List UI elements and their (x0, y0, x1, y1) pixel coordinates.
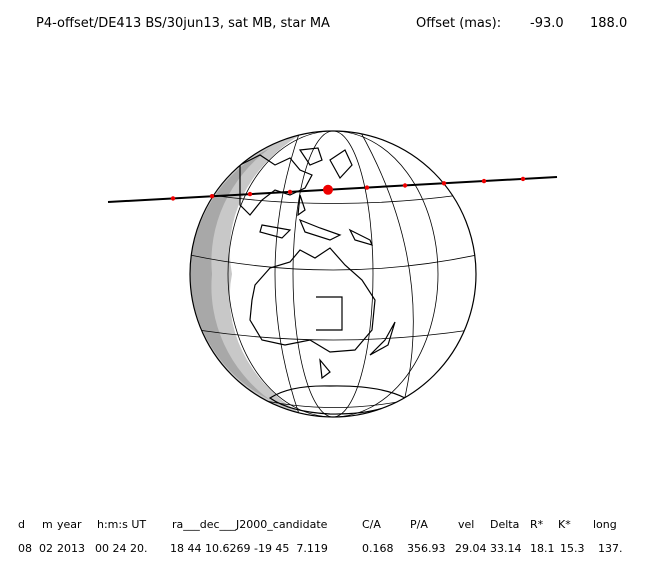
column-header: K* (558, 518, 571, 531)
globe-disk (190, 131, 476, 417)
column-header: vel (458, 518, 474, 531)
cell: 29.04 (455, 542, 487, 555)
column-header: d (18, 518, 25, 531)
cell: 0.168 (362, 542, 394, 555)
path-points (170, 176, 526, 201)
deep-shade (190, 148, 270, 400)
globe-outline (189, 130, 477, 418)
column-header: R* (530, 518, 544, 531)
column-header: P/A (410, 518, 428, 531)
map-title: P4-offset/DE413 BS/30jun13, sat MB, star… (36, 16, 330, 31)
offset-ra: -93.0 (530, 16, 564, 31)
cell: 08 (18, 542, 32, 555)
column-header: Delta (490, 518, 519, 531)
column-header: m (42, 518, 53, 531)
column-header: year (57, 518, 82, 531)
offset-label: Offset (mas): (416, 16, 501, 31)
closest-approach (323, 184, 333, 195)
column-header: ra___dec___J2000_candidate (172, 518, 328, 531)
cell: 137. (598, 542, 623, 555)
occultation-path (107, 176, 558, 203)
cell: 15.3 (560, 542, 585, 555)
event-table: d m year h:m:s UT ra___dec___J2000_candidate… (18, 518, 623, 555)
offset-dec: 188.0 (590, 16, 627, 31)
column-header: h:m:s UT (97, 518, 146, 531)
cell: 18 44 10.6269 -19 45 7.119 (170, 542, 328, 555)
cell: 356.93 (407, 542, 446, 555)
column-header: C/A (362, 518, 381, 531)
cell: 02 (39, 542, 53, 555)
cell: 2013 (57, 542, 85, 555)
graticule (190, 131, 476, 417)
globe (189, 130, 477, 418)
cell: 33.14 (490, 542, 522, 555)
cell: 00 24 20. (95, 542, 147, 555)
column-header: long (593, 518, 617, 531)
cell: 18.1 (530, 542, 555, 555)
